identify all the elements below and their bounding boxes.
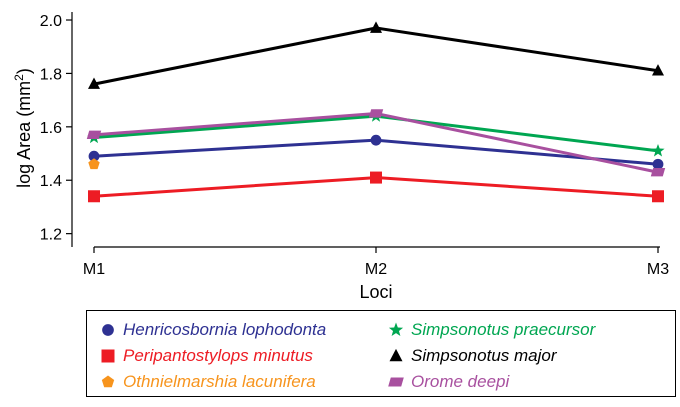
data-point-henricosbornia-lophodonta: [88, 150, 100, 162]
y-axis-label: log Area (mm2): [12, 68, 34, 188]
x-axis-label: Loci: [359, 282, 392, 302]
data-point-peripantostylops-minutus: [88, 190, 100, 203]
y-tick-label: 2.0: [40, 13, 62, 30]
pentagon-marker-icon: [101, 375, 115, 388]
data-point-orome-deepi: [368, 109, 384, 118]
parallelogram-marker-icon: [388, 377, 404, 387]
series-line-simpsonotus-major: [93, 26, 659, 86]
series-line-simpsonotus-praecursor: [93, 114, 659, 153]
legend-item-orome-deepi: Orome deepi: [385, 371, 509, 393]
x-tick-label: M3: [647, 261, 669, 278]
legend-label: Simpsonotus praecursor: [411, 320, 596, 339]
data-point-henricosbornia-lophodonta: [652, 158, 664, 170]
legend-label: Simpsonotus major: [411, 346, 557, 365]
square-marker-icon: [101, 349, 115, 363]
data-point-othnielmarshia-lacunifera: [88, 158, 100, 170]
data-point-simpsonotus-major: [652, 64, 664, 76]
legend-item-simpsonotus-praecursor: Simpsonotus praecursor: [385, 319, 595, 341]
data-point-peripantostylops-minutus: [370, 171, 382, 184]
y-tick-label: 1.6: [40, 120, 62, 137]
data-point-henricosbornia-lophodonta: [370, 134, 382, 146]
legend-item-simpsonotus-major: Simpsonotus major: [385, 345, 557, 367]
y-tick-label: 1.4: [40, 173, 62, 190]
legend-item-othnielmarshia-lacunifera: Othnielmarshia lacunifera: [97, 371, 316, 393]
y-tick-label: 1.2: [40, 227, 62, 244]
legend-item-henricosbornia-lophodonta: Henricosbornia lophodonta: [97, 319, 326, 341]
series-markers: [86, 21, 666, 203]
legend-label: Orome deepi: [411, 372, 510, 391]
data-point-simpsonotus-major: [370, 21, 382, 33]
x-tick-label: M1: [83, 261, 105, 278]
triangle-marker-icon: [389, 348, 403, 362]
line-chart: 1.2 1.4 1.6 1.8 2.0 M1 M2 M3 Loci log Area (mm2…: [12, 12, 669, 302]
legend-item-peripantostylops-minutus: Peripantostylops minutus: [97, 345, 313, 367]
star-marker-icon: [388, 322, 404, 337]
x-tick-label: M2: [365, 261, 387, 278]
legend-label: Othnielmarshia lacunifera: [123, 372, 316, 391]
axes: 1.2 1.4 1.6 1.8 2.0 M1 M2 M3: [40, 12, 669, 278]
legend: Henricosbornia lophodonta Peripantostylop…: [86, 310, 676, 397]
data-point-simpsonotus-praecursor: [651, 143, 665, 157]
data-point-orome-deepi: [650, 168, 666, 177]
y-tick-label: 1.8: [40, 66, 62, 83]
data-point-peripantostylops-minutus: [652, 190, 664, 203]
data-point-orome-deepi: [86, 130, 102, 140]
legend-label: Henricosbornia lophodonta: [123, 320, 327, 339]
circle-marker-icon: [102, 324, 114, 336]
legend-label: Peripantostylops minutus: [123, 346, 313, 365]
data-point-simpsonotus-major: [88, 77, 100, 89]
